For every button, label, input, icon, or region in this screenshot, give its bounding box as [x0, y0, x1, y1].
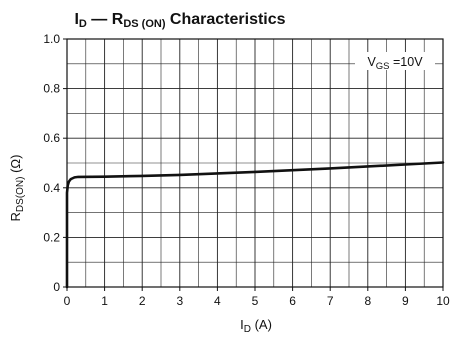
title-id-sub: D — [79, 18, 87, 30]
x-tick-label: 10 — [436, 294, 450, 308]
title-id: I — [74, 11, 78, 28]
y-tick-label: 0.4 — [43, 181, 60, 195]
y-axis-ticks: 0 0.2 0.4 0.6 0.8 1.0 — [43, 32, 67, 294]
annotation-background — [355, 52, 435, 70]
ylabel-ds: DS(ON) — [15, 177, 26, 213]
x-tick-label: 9 — [402, 294, 409, 308]
x-tick-label: 8 — [364, 294, 371, 308]
x-tick-label: 3 — [176, 294, 183, 308]
grid-major — [67, 39, 443, 287]
chart-title: ID — RDS (ON) Characteristics — [74, 11, 285, 30]
title-rds-sub: DS (ON) — [123, 18, 166, 30]
y-axis-label: RDS(ON) (Ω) — [8, 155, 26, 222]
series-layer — [65, 161, 445, 289]
series-line-rds — [65, 161, 445, 289]
annotation-value: =10V — [390, 55, 424, 69]
x-tick-label: 7 — [327, 294, 334, 308]
x-tick-label: 2 — [139, 294, 146, 308]
y-tick-label: 0.2 — [43, 230, 60, 244]
xlabel-d: D — [244, 324, 251, 335]
title-dash-r: — R — [87, 11, 124, 28]
y-tick-label: 1.0 — [43, 32, 60, 46]
x-axis-label: ID (A) — [240, 317, 272, 335]
x-tick-label: 5 — [252, 294, 259, 308]
ylabel-unit: (Ω) — [8, 155, 23, 177]
x-tick-label: 4 — [214, 294, 221, 308]
x-tick-label: 6 — [289, 294, 296, 308]
xlabel-unit: (A) — [251, 317, 272, 332]
ylabel-r: R — [8, 212, 23, 221]
vgs-annotation: VGS =10V — [367, 55, 423, 72]
annotation-gs: GS — [376, 61, 390, 72]
title-characteristics: Characteristics — [165, 11, 285, 28]
x-tick-label: 1 — [101, 294, 108, 308]
y-tick-label: 0 — [53, 280, 60, 294]
x-tick-label: 0 — [64, 294, 71, 308]
y-tick-label: 0.6 — [43, 131, 60, 145]
xlabel-i: I — [240, 317, 244, 332]
x-axis-ticks: 0 1 2 3 4 5 6 7 8 9 10 — [64, 287, 450, 308]
y-tick-label: 0.8 — [43, 82, 60, 96]
annotation-v: V — [367, 55, 376, 69]
